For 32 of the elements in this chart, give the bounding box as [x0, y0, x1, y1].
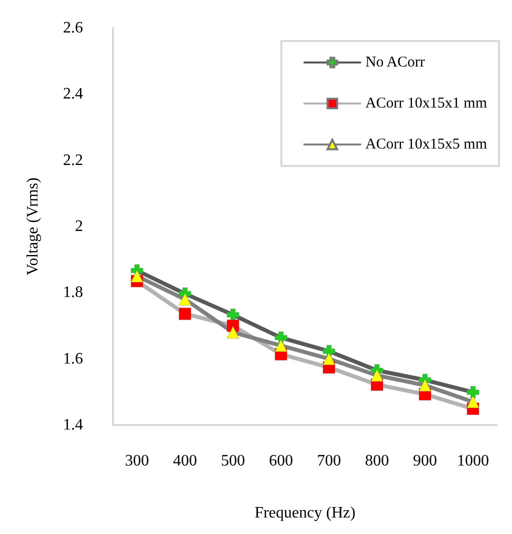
legend-label: No ACorr [365, 54, 425, 70]
point [178, 308, 192, 320]
x-tick-label: 1000 [457, 452, 489, 470]
point [418, 379, 432, 392]
y-tick-label: 1.4 [63, 416, 83, 434]
legend-label: ACorr 10x15x1 mm [365, 96, 488, 112]
point [274, 331, 288, 344]
point [466, 396, 480, 408]
legend-label: ACorr 10x15x5 mm [365, 136, 488, 152]
y-axis-title: Voltage (Vrms) [24, 178, 42, 276]
x-tick-label: 400 [173, 452, 197, 470]
x-axis-title: Frequency (Hz) [254, 504, 356, 522]
y-tick-label: 2.4 [63, 86, 83, 103]
point [274, 339, 288, 352]
y-tick-label: 2.6 [63, 20, 83, 36]
point [130, 270, 144, 282]
x-tick-label: 300 [125, 452, 149, 470]
x-tick-label: 600 [269, 452, 293, 470]
x-tick-label: 900 [413, 452, 437, 470]
y-tick-label: 2 [75, 218, 83, 235]
point [466, 386, 480, 398]
x-tick-label: 800 [365, 452, 389, 470]
point [178, 293, 192, 306]
point [226, 326, 240, 339]
y-tick-label: 1.6 [63, 350, 83, 368]
y-tick-label: 2.2 [63, 152, 83, 169]
point [226, 308, 240, 322]
x-tick-label: 700 [317, 452, 341, 470]
point [322, 352, 336, 366]
point [370, 369, 384, 382]
y-tick-label: 1.8 [63, 284, 83, 302]
x-tick-label: 500 [221, 452, 245, 470]
